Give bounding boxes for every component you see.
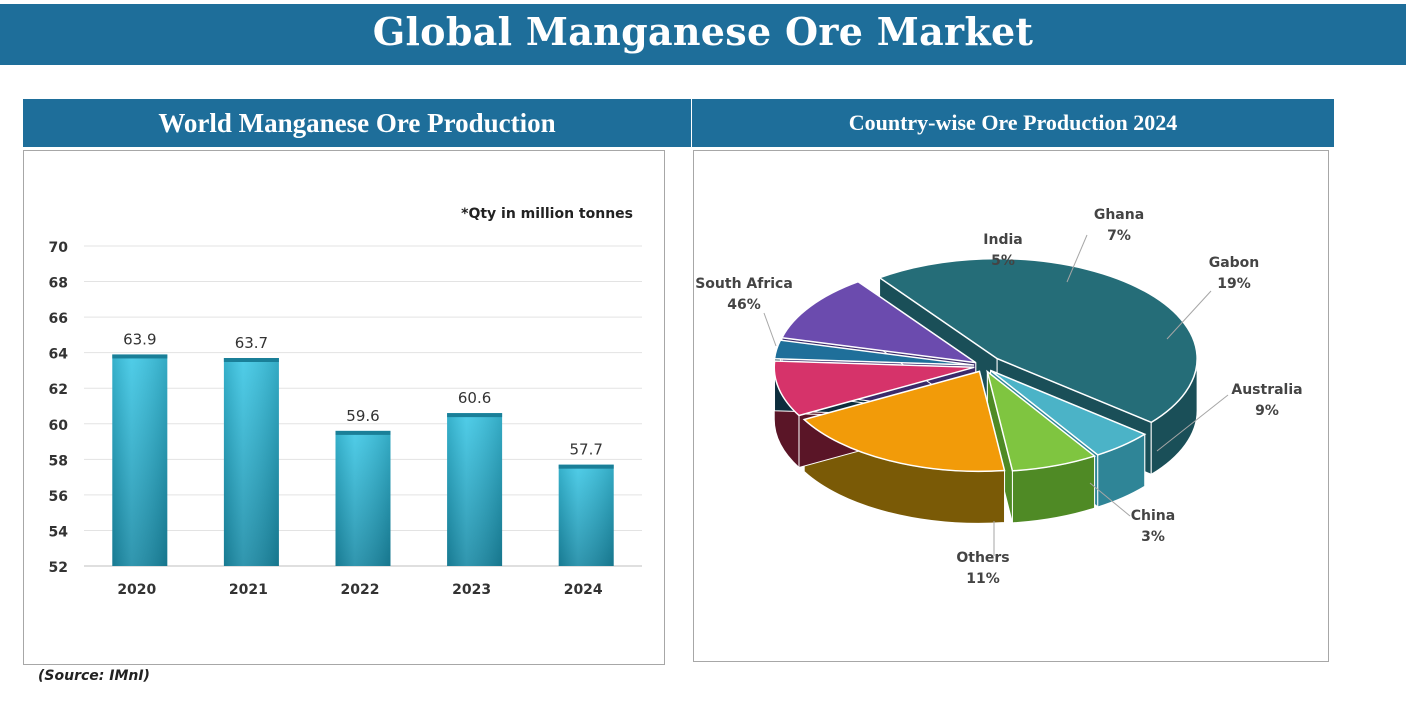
pie-chart-panel: South Africa 46% India 5% Ghana 7% Gabon 19% Aus… (693, 150, 1329, 662)
pie-slice-australia (773, 360, 975, 417)
y-tick-label: 66 (49, 311, 68, 327)
bar-top-edge (223, 358, 279, 362)
y-tick-label: 62 (49, 382, 68, 398)
pie-slice-ghana (986, 369, 1097, 472)
bar-shading (558, 464, 614, 566)
bar-shading (335, 430, 391, 566)
pie-leader-line (763, 312, 777, 347)
pie-label-value: 19% (1217, 276, 1251, 292)
x-tick-label: 2023 (452, 582, 491, 598)
pie-leader-line (1166, 290, 1212, 340)
pie-label-value: 11% (966, 571, 1000, 587)
pie-leader-line (1066, 234, 1088, 283)
pie-label-value: 46% (727, 297, 761, 313)
bar-data-label: 63.7 (235, 334, 268, 352)
bar-data-label: 60.6 (458, 389, 491, 407)
bar-data-label: 63.9 (123, 330, 156, 348)
bar-top-edge (335, 430, 391, 435)
bar-shading (112, 354, 168, 566)
pie-label-value: 7% (1107, 228, 1131, 244)
bar-shading (447, 413, 503, 566)
bar-top-edge (447, 413, 503, 418)
pie-label-name: Others (956, 550, 1009, 566)
pie-label-name: Gabon (1209, 255, 1260, 271)
bar-shading (223, 358, 279, 566)
pie-chart: South Africa 46% India 5% Ghana 7% Gabon 19% Aus… (695, 207, 1302, 587)
y-tick-label: 54 (49, 524, 69, 540)
pie-slice-india (990, 369, 1147, 456)
bar-data-label: 57.7 (569, 441, 602, 459)
y-tick-label: 60 (49, 418, 69, 434)
x-tick-label: 2021 (229, 582, 268, 598)
y-tick-label: 52 (49, 560, 68, 576)
pie-label-name: India (983, 232, 1022, 248)
pie-slice-gabon (802, 370, 1006, 473)
x-tick-label: 2022 (341, 582, 380, 598)
bar-top-edge (112, 354, 168, 359)
pie-label-value: 9% (1255, 403, 1279, 419)
pie-slice-china (773, 339, 975, 366)
pie-leader-line (1156, 394, 1229, 452)
source-note: (Source: IMnI) (38, 668, 150, 684)
bar-data-label: 59.6 (346, 407, 379, 425)
x-tick-label: 2020 (117, 582, 156, 598)
bar-chart-unit-note: *Qty in million tonnes (461, 206, 633, 222)
page-title: Global Manganese Ore Market (0, 4, 1406, 65)
pie-label-value: 5% (991, 253, 1015, 269)
pie-label-name: Ghana (1094, 207, 1144, 223)
bar-top-edge (558, 464, 614, 469)
pie-leader-line (1089, 482, 1131, 517)
y-tick-label: 56 (49, 489, 68, 505)
pie-label-name: China (1131, 508, 1175, 524)
y-tick-label: 64 (49, 347, 69, 363)
pie-label-name: Australia (1231, 382, 1302, 398)
pie-slice-south-africa (877, 257, 1198, 424)
y-tick-label: 68 (49, 276, 68, 292)
x-tick-label: 2024 (564, 582, 603, 598)
pie-label-value: 3% (1141, 529, 1165, 545)
pie-chart-title: Country-wise Ore Production 2024 (692, 99, 1334, 147)
y-tick-label: 70 (49, 240, 69, 256)
pie-slice-others (780, 280, 977, 364)
bar-chart-panel: *Qty in million tonnes 52 54 56 58 60 62 64 66 6… (23, 150, 665, 665)
pie-label-name: South Africa (695, 276, 793, 292)
bar-chart-title: World Manganese Ore Production (23, 99, 691, 147)
y-tick-label: 58 (49, 453, 68, 469)
bar-chart: *Qty in million tonnes 52 54 56 58 60 62 64 66 6… (49, 206, 642, 598)
